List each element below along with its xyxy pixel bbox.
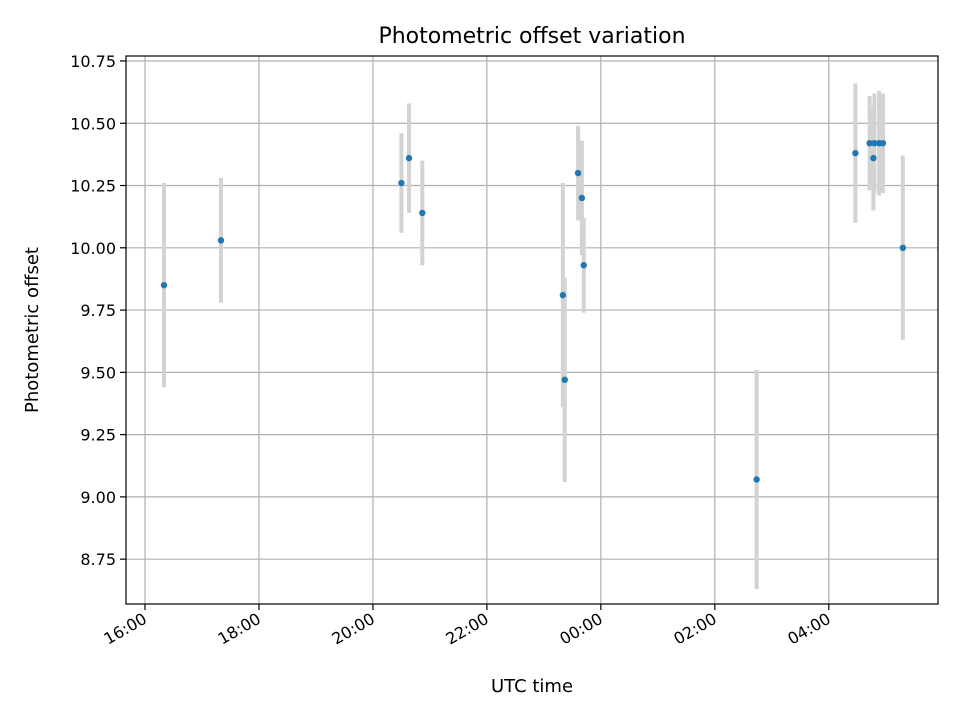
x-tick-label: 18:00	[215, 609, 264, 649]
data-point	[870, 154, 877, 162]
y-axis-ticks: 8.75 9.00 9.25 9.50 9.75 10.00 10.25 10.50 10.75	[70, 52, 126, 569]
y-tick-label: 10.75	[70, 52, 116, 71]
y-tick-label: 10.25	[70, 177, 116, 196]
x-tick-label: 16:00	[101, 609, 150, 649]
chart-title: Photometric offset variation	[378, 24, 685, 49]
y-tick-label: 10.50	[70, 114, 116, 133]
data-point	[398, 179, 405, 187]
y-tick-label: 9.50	[80, 363, 116, 382]
y-tick-label: 9.25	[80, 426, 116, 445]
data-point	[879, 139, 887, 147]
x-axis-label: UTC time	[491, 676, 573, 697]
data-point	[217, 237, 225, 244]
x-tick-label: 22:00	[442, 609, 491, 649]
data-point	[871, 139, 878, 147]
x-tick-label: 20:00	[328, 609, 377, 649]
y-axis-label: Photometric offset	[22, 247, 43, 413]
data-point	[852, 149, 859, 157]
data-point	[419, 209, 426, 217]
y-tick-label: 10.00	[70, 239, 116, 258]
x-tick-label: 02:00	[670, 609, 719, 649]
data-point	[578, 194, 586, 202]
x-axis-ticks: 16:00 18:00 20:00 22:00 00:00 02:00 04:00	[101, 604, 834, 649]
data-point	[405, 154, 413, 162]
data-point	[559, 291, 567, 299]
y-tick-label: 9.00	[80, 488, 116, 507]
data-point	[866, 139, 873, 147]
x-tick-label: 00:00	[556, 609, 605, 649]
y-tick-label: 9.75	[80, 301, 116, 320]
error-bars	[161, 83, 905, 590]
data-point	[753, 476, 760, 483]
data-points	[160, 139, 907, 483]
plot-frame	[125, 55, 939, 605]
data-point	[561, 376, 568, 384]
data-point	[574, 169, 582, 177]
data-point	[899, 244, 907, 251]
grid-lines	[126, 56, 938, 604]
data-point	[160, 281, 168, 289]
x-tick-label: 04:00	[784, 609, 833, 649]
y-tick-label: 8.75	[80, 550, 116, 569]
data-point	[580, 262, 587, 269]
